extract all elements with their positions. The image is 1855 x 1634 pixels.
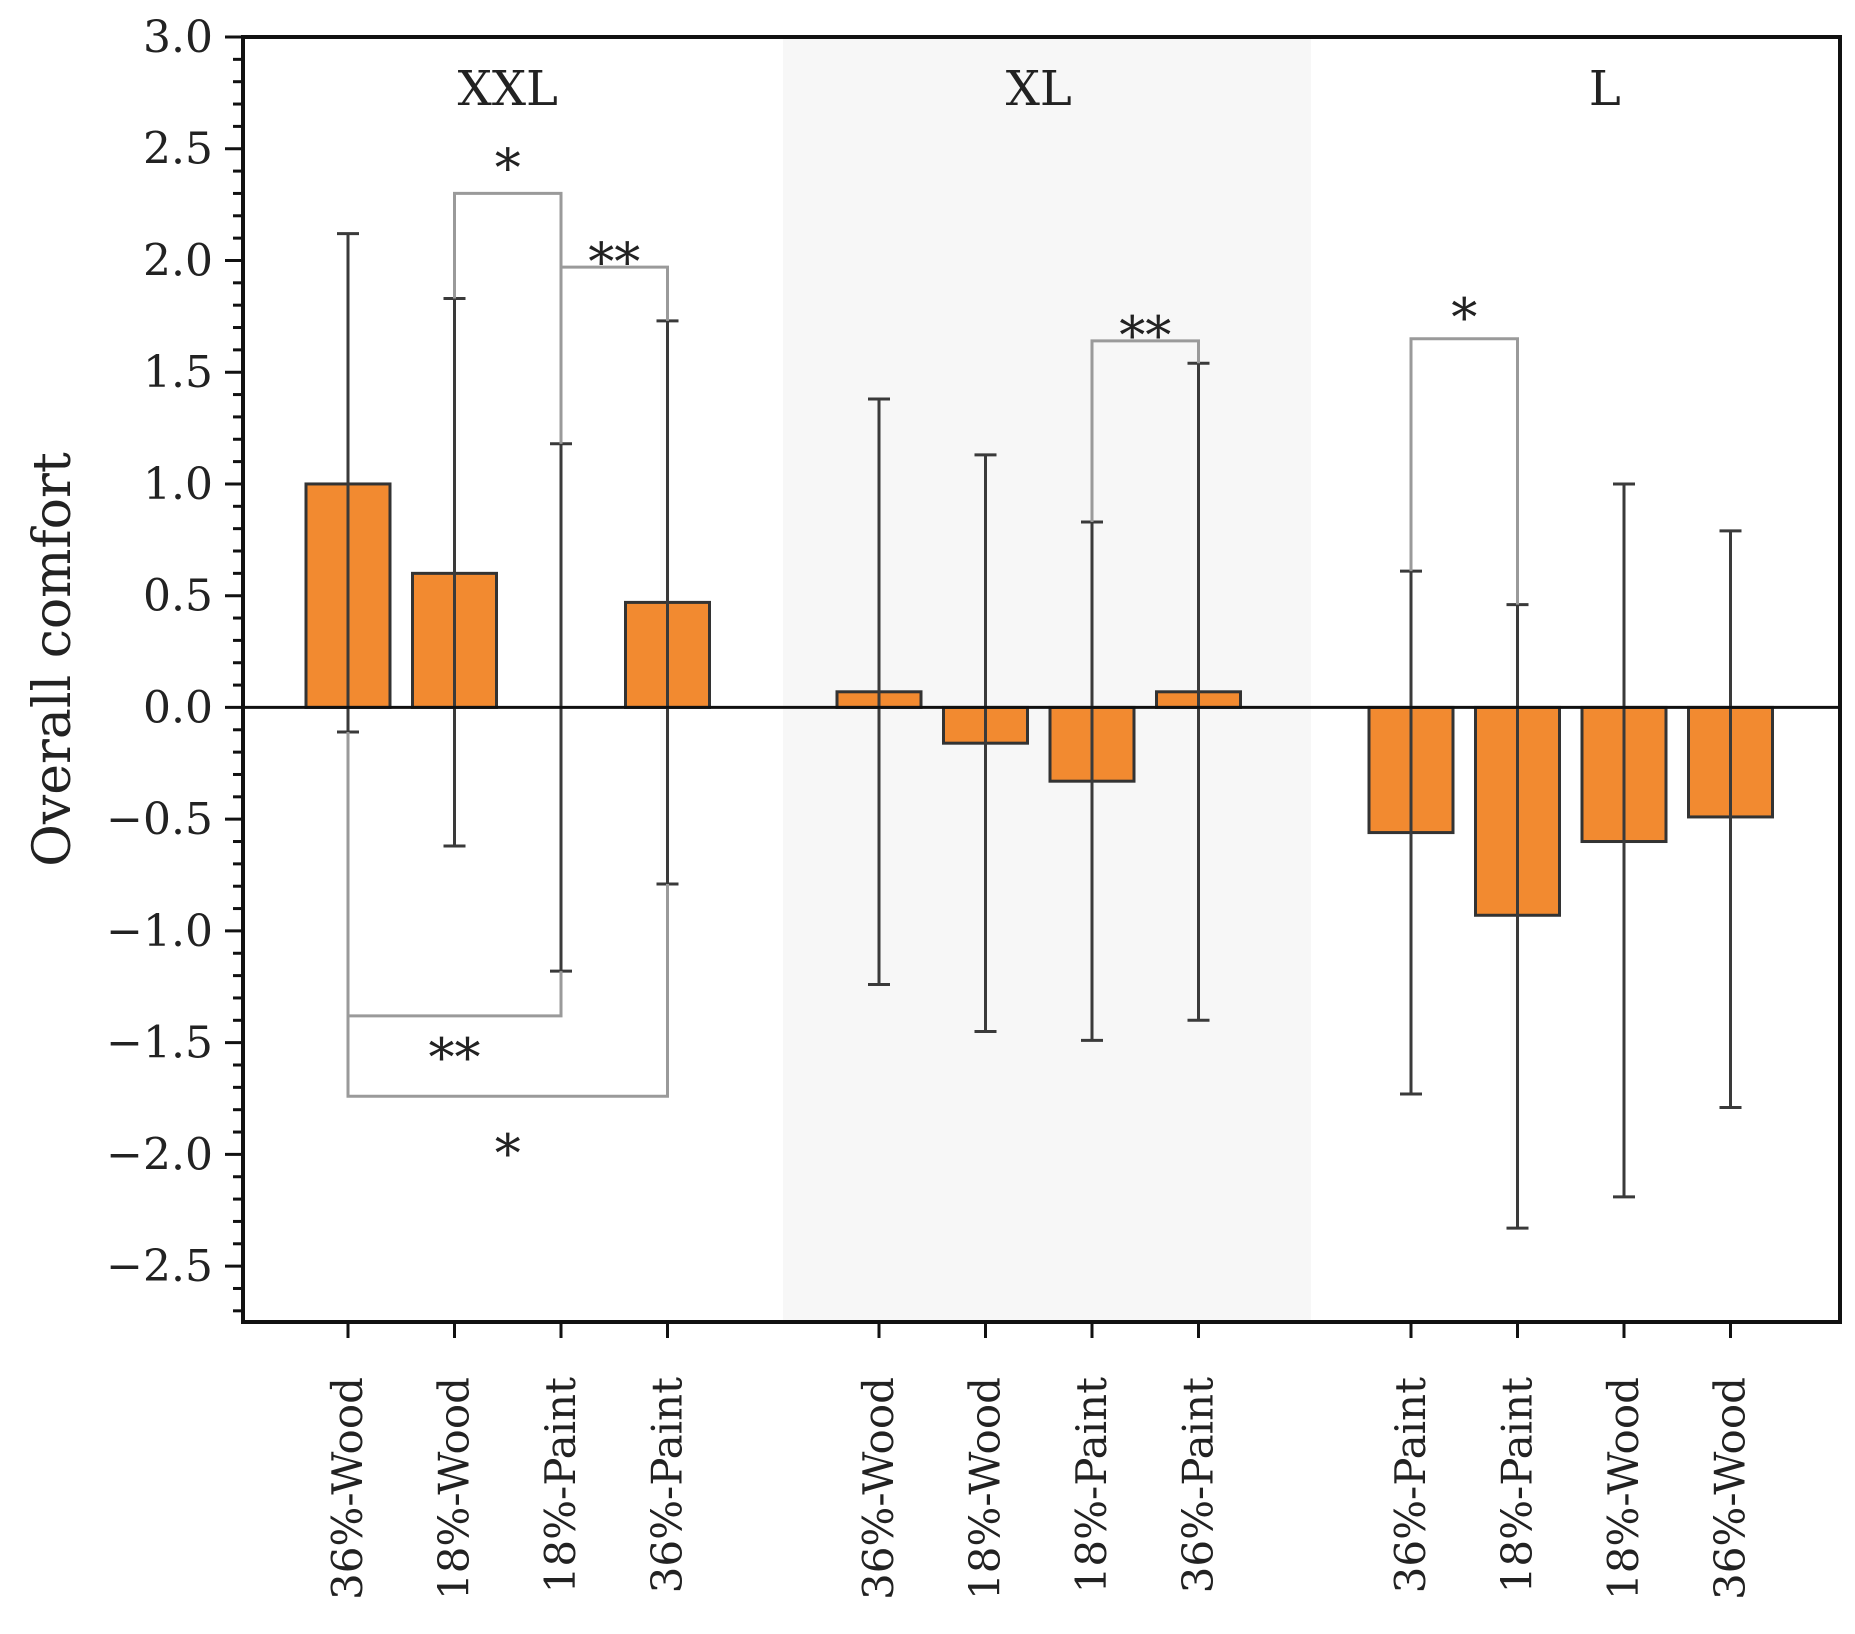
y-tick-label: 1.5: [143, 347, 213, 398]
group-shade-xl: [783, 38, 1311, 1321]
labels-layer: 3.0 2.5 2.0 1.5 1.0 0.5 0.0 −0.5 −1.0 −1.5 −2.0 −2.…: [23, 12, 1755, 1600]
shade-layer: [783, 38, 1311, 1321]
x-tick-label-xl-1: 18%-Wood: [961, 1377, 1010, 1600]
significance-bracket-0: [453, 191, 563, 444]
y-tick-label: −2.0: [106, 1129, 213, 1180]
x-tick-label-xxl-2: 18%-Paint: [536, 1377, 585, 1593]
significance-label-4: **: [1119, 307, 1171, 367]
group-label-l: L: [1589, 61, 1621, 117]
plot-frame: [241, 35, 1842, 1324]
y-tick-label: 3.0: [143, 12, 213, 63]
x-tick-label-l-0: 36%-Paint: [1386, 1377, 1435, 1593]
x-tick-label-xl-0: 36%-Wood: [854, 1377, 903, 1600]
significance-bracket-4: [1090, 339, 1200, 522]
x-tick-label-xl-2: 18%-Paint: [1067, 1377, 1116, 1593]
group-label-xl: XL: [1006, 61, 1072, 117]
x-tick-label-xxl-3: 36%-Paint: [643, 1377, 692, 1593]
axes-layer: [225, 35, 1842, 1338]
significance-bracket-3: [346, 732, 669, 1098]
y-tick-label: −1.5: [106, 1018, 213, 1069]
significance-label-3: *: [495, 1124, 521, 1184]
y-tick-label: 2.0: [143, 235, 213, 286]
x-tick-label-l-2: 18%-Wood: [1599, 1377, 1648, 1600]
x-tick-label-xxl-0: 36%-Wood: [323, 1377, 372, 1600]
significance-label-2: **: [429, 1028, 481, 1088]
x-tick-label-l-3: 36%-Wood: [1706, 1377, 1755, 1600]
significance-label-1: **: [588, 233, 640, 293]
y-tick-label: 0.5: [143, 571, 213, 622]
x-tick-label-xxl-1: 18%-Wood: [430, 1377, 479, 1600]
y-tick-label: 1.0: [143, 459, 213, 510]
significance-label-5: *: [1451, 289, 1477, 349]
significance-label-0: *: [495, 139, 521, 199]
y-tick-label: 2.5: [143, 124, 213, 175]
significance-bracket-5: [1409, 337, 1519, 605]
group-label-xxl: XXL: [458, 61, 558, 117]
y-tick-label: −2.5: [106, 1241, 213, 1292]
x-tick-label-xl-3: 36%-Paint: [1174, 1377, 1223, 1593]
y-axis-title: Overall comfort: [23, 452, 83, 867]
y-tick-label: −0.5: [106, 794, 213, 845]
significance-bracket-1: [559, 265, 669, 444]
y-tick-label: −1.0: [106, 906, 213, 957]
significance-layer: ******** *: [346, 139, 1519, 1184]
y-tick-label: 0.0: [143, 682, 213, 733]
x-tick-label-l-1: 18%-Paint: [1493, 1377, 1542, 1593]
